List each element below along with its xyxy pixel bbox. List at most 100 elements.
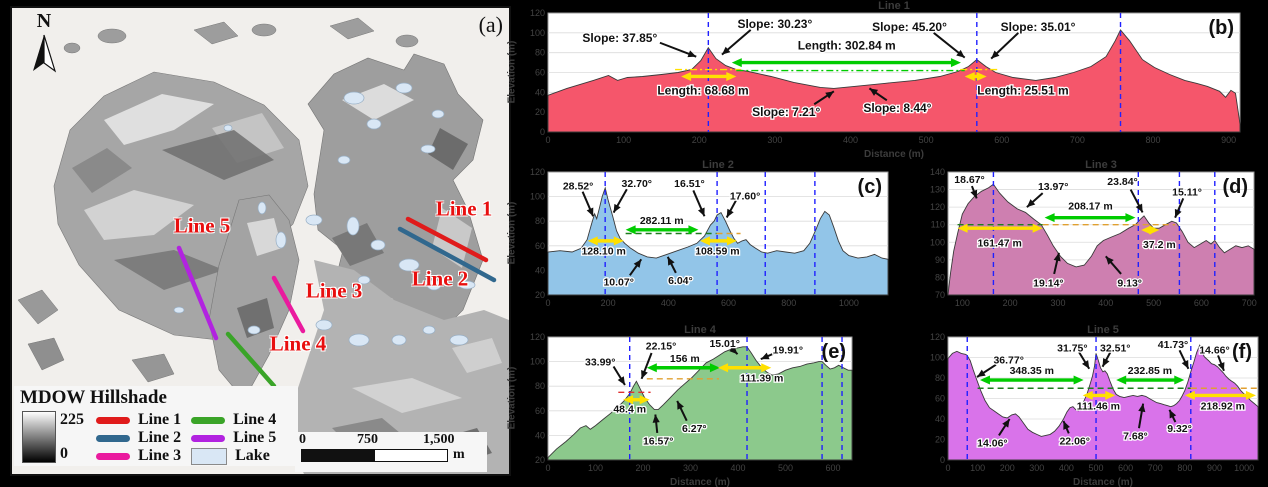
length-arrow [681,71,737,81]
ramp-max: 225 [60,411,84,428]
leader-arrow: 19.91° [760,343,804,361]
y-tick-label: 120 [530,332,545,342]
length-annotation: 232.85 m [1128,365,1172,377]
x-tick-label: 200 [1003,298,1018,308]
panel-label: (f) [1232,341,1252,363]
y-tick-label: 140 [930,167,945,177]
length-annotation: 128.10 m [581,246,625,258]
x-tick-label: 200 [635,463,650,473]
x-tick-label: 900 [1207,463,1222,473]
slope-annotation: Slope: 37.85° [582,31,657,45]
length-annotation: 161.47 m [977,237,1021,249]
leader-arrow: 31.75° [1056,341,1091,370]
map-line-line-4 [225,331,277,389]
slope-annotation: Slope: 30.23° [737,17,812,31]
slope-annotation: 9.13° [1117,278,1142,290]
y-tick-label: 80 [535,216,545,226]
north-arrow: N [22,10,66,79]
line-swatch [191,434,226,442]
map-line-line-1 [405,216,489,263]
length-annotation: 282.11 m [640,215,684,227]
hillshade-ramp: 225 0 [22,411,84,463]
leader-arrow: 14.06° [976,418,1011,451]
leader-arrow: 32.51° [1099,341,1132,368]
elevation-profile [947,183,1255,296]
x-tick-label: 600 [825,463,840,473]
x-tick-label: 500 [919,135,934,145]
map-line-line-3 [271,275,306,334]
x-axis-label: Distance (m) [670,477,730,487]
slope-annotation: Slope: 45.20° [872,20,947,34]
x-tick-label: 200 [1000,463,1015,473]
scalebar-tick-750: 750 [357,432,378,447]
x-tick-label: 300 [683,463,698,473]
chart-line-1: Slope: 37.85° Slope: 30.23° Slope: 45.20° S… [528,0,1246,167]
line-swatch [96,416,130,424]
length-arrow [1184,390,1256,400]
chart-title: Line 3 [1085,159,1117,171]
x-tick-label: 600 [994,135,1009,145]
slope-annotation: 15.11° [1172,186,1202,198]
length-annotation: 348.35 m [1010,365,1054,377]
chart-title: Line 2 [702,159,734,171]
slope-annotation: 19.14° [1033,278,1063,290]
leader-arrow: 15.11° [1171,185,1203,219]
y-tick-label: 80 [935,272,945,282]
map-label-line-5: Line 5 [173,213,231,238]
length-arrow [964,71,987,81]
panel-a-label: (a) [478,12,503,37]
leader-arrow: Slope: 35.01° [990,19,1077,60]
line-swatch [191,416,226,424]
leader-arrow: 6.27° [676,400,708,436]
slope-annotation: 6.27° [682,423,707,435]
length-annotation: Length: 68.68 m [657,83,748,97]
x-tick-label: 400 [843,135,858,145]
length-arrow [1044,213,1136,223]
lake-swatch [191,447,228,465]
leader-arrow: 32.70° [612,177,653,214]
legend-title: MDOW Hillshade [20,387,167,408]
ylabel-line-1: Elevation (m) [506,40,518,104]
slope-annotation: 9.32° [1167,423,1192,435]
x-tick-label: 300 [767,135,782,145]
x-tick-label: 300 [1050,298,1065,308]
slope-annotation: 22.06° [1059,436,1089,448]
y-tick-label: 100 [530,28,545,38]
leader-arrow: 14.66° [1198,343,1231,372]
slope-annotation: 32.70° [622,178,652,190]
leader-arrow: Slope: 7.21° [751,90,835,120]
y-tick-label: 40 [535,430,545,440]
legend-item-lake: Lake [191,447,276,465]
x-tick-label: 400 [1098,298,1113,308]
panel-label: (d) [1222,176,1248,198]
slope-annotation: 22.15° [646,341,676,353]
x-tick-label: 0 [545,135,550,145]
y-tick-label: 60 [535,68,545,78]
hillshade-ramp-gradient [22,411,56,463]
leader-arrow: 16.51° [673,177,706,217]
length-arrow [623,395,650,405]
terrain-mid-peninsula [208,194,300,401]
slope-annotation: 36.77° [993,355,1023,367]
chart-line-3: 18.67° 13.97° 23.84° 15.11° 19.14° 9.13° 208.1… [928,159,1260,330]
legend-item-line-4: Line 4 [191,411,276,429]
length-annotation: 108.59 m [695,246,739,258]
legend-item-label: Line 5 [233,429,277,446]
map-profile-lines [176,216,497,389]
terrain-west-islets [17,289,175,406]
chart-title: Line 1 [878,0,910,12]
leader-arrow: 15.01° [708,337,741,355]
ramp-min: 0 [60,445,68,462]
length-annotation: 208.17 m [1068,200,1112,212]
y-tick-label: 0 [940,455,945,465]
leader-arrow: 22.15° [640,339,678,380]
leader-arrow: Slope: 8.44° [862,87,933,116]
panel-label: (e) [822,341,846,363]
leader-arrow: 6.04° [667,256,694,288]
ylabel-line-4: Elevation (m) [506,366,518,430]
legend-item-label: Line 2 [138,429,182,446]
terrain-north-islets [63,17,419,54]
slope-annotation: 31.75° [1057,342,1087,354]
